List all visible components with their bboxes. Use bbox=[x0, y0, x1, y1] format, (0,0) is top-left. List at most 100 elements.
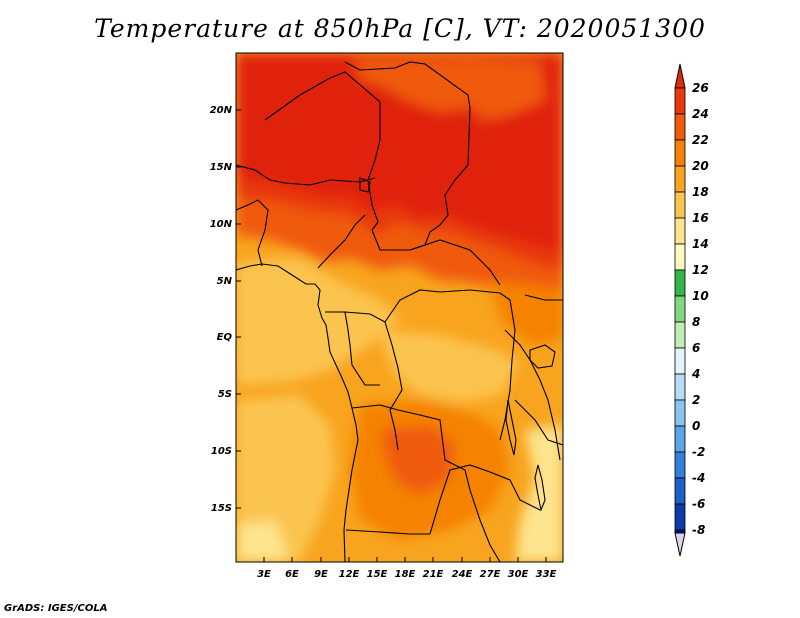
colorbar-label: 24 bbox=[692, 107, 709, 121]
lake-victoria bbox=[529, 344, 556, 369]
lake-tanganyika bbox=[505, 399, 517, 456]
lat-ticks bbox=[236, 109, 241, 509]
border-west bbox=[236, 199, 269, 267]
chart-title: Temperature at 850hPa [C], VT: 202005130… bbox=[94, 14, 706, 43]
border-chad-sudan bbox=[409, 164, 469, 251]
colorbar-label: 26 bbox=[692, 81, 709, 95]
lon-label: 3E bbox=[257, 569, 271, 580]
lon-label: 21E bbox=[423, 569, 444, 580]
lon-label: 24E bbox=[452, 569, 473, 580]
temperature-field bbox=[236, 53, 563, 562]
patch-22-north bbox=[355, 58, 472, 112]
colorbar-segment bbox=[674, 399, 686, 427]
colorbar-segment bbox=[674, 165, 686, 193]
colorbar-label: 4 bbox=[691, 367, 700, 381]
lon-label: 33E bbox=[536, 569, 557, 580]
colorbar-label: 12 bbox=[692, 263, 709, 277]
lon-labels: 3E 6E 9E 12E 15E 18E 21E 24E 27E 30E 33E bbox=[257, 569, 556, 580]
lon-label: 27E bbox=[480, 569, 501, 580]
lat-label: EQ bbox=[217, 332, 233, 343]
boundaries bbox=[236, 61, 563, 562]
band-17-central bbox=[380, 330, 520, 402]
border-nigeria-cameroon bbox=[317, 214, 366, 269]
colorbar-label: 8 bbox=[692, 315, 700, 329]
colorbar-segment bbox=[674, 295, 686, 323]
colorbar-label: 10 bbox=[692, 289, 709, 303]
colorbar bbox=[674, 63, 686, 557]
band-17 bbox=[236, 258, 400, 385]
colorbar-segment bbox=[674, 217, 686, 245]
colorbar-segment bbox=[674, 243, 686, 271]
colorbar-label: 16 bbox=[692, 211, 709, 225]
colorbar-label: 0 bbox=[692, 419, 700, 433]
colorbar-segment bbox=[674, 269, 686, 297]
lake-malawi bbox=[534, 464, 546, 512]
credit-text: GrADS: IGES/COLA bbox=[4, 603, 108, 614]
patch-22-ne bbox=[468, 58, 545, 120]
border-zambia bbox=[429, 464, 541, 535]
border-sahara-a bbox=[264, 71, 381, 121]
map-frame bbox=[235, 52, 564, 563]
lon-label: 12E bbox=[339, 569, 360, 580]
border-drc-north bbox=[384, 289, 511, 323]
border-car bbox=[371, 229, 501, 286]
colorbar-segment bbox=[674, 139, 686, 167]
lat-label: 5N bbox=[217, 276, 233, 287]
colorbar-segment bbox=[674, 113, 686, 141]
colorbar-label: -2 bbox=[692, 445, 705, 459]
lon-label: 18E bbox=[395, 569, 416, 580]
lat-label: 10N bbox=[210, 219, 233, 230]
colorbar-max-arrow bbox=[674, 63, 686, 89]
border-chad bbox=[367, 102, 381, 231]
border-kenya bbox=[524, 294, 563, 301]
colorbar-label: -8 bbox=[692, 523, 705, 537]
colorbar-label: -4 bbox=[692, 471, 705, 485]
lon-label: 9E bbox=[314, 569, 328, 580]
band-15-sw bbox=[236, 520, 290, 562]
lat-label: 20N bbox=[210, 105, 233, 116]
colorbar-segment bbox=[674, 503, 686, 531]
border-sahara-b bbox=[344, 61, 471, 166]
lon-label: 6E bbox=[285, 569, 299, 580]
border-nigeria-niger bbox=[236, 164, 376, 186]
coastline bbox=[236, 263, 359, 562]
band-22-south bbox=[380, 425, 455, 495]
colorbar-label: 2 bbox=[692, 393, 700, 407]
lat-label: 10S bbox=[211, 446, 232, 457]
colorbar-label: 18 bbox=[692, 185, 709, 199]
colorbar-segment bbox=[674, 321, 686, 349]
band-17-sw bbox=[236, 395, 335, 562]
colorbar-segment bbox=[674, 451, 686, 479]
border-angola bbox=[351, 404, 471, 491]
lat-labels: 20N 15N 10N 5N EQ 5S 10S 15S bbox=[210, 105, 233, 514]
colorbar-segment bbox=[674, 191, 686, 219]
band-21-ne bbox=[490, 280, 563, 345]
border-cameroon-south bbox=[325, 311, 386, 323]
colorbar-label: 20 bbox=[692, 159, 709, 173]
lat-label: 15N bbox=[210, 162, 233, 173]
lon-label: 30E bbox=[508, 569, 529, 580]
colorbar-segment bbox=[674, 347, 686, 375]
lon-label: 15E bbox=[367, 569, 388, 580]
lon-ticks bbox=[263, 557, 547, 562]
colorbar-segment bbox=[674, 425, 686, 453]
lake-chad bbox=[359, 177, 371, 193]
colorbar-label: 6 bbox=[692, 341, 700, 355]
border-congo bbox=[344, 311, 380, 386]
border-angola-south bbox=[345, 529, 430, 535]
colorbar-min-arrow bbox=[674, 532, 686, 557]
band-15-south bbox=[515, 425, 563, 562]
colorbar-segment bbox=[674, 477, 686, 505]
border-south-east bbox=[469, 489, 501, 562]
border-drc-east bbox=[499, 299, 516, 441]
colorbar-segment bbox=[674, 373, 686, 401]
lat-label: 5S bbox=[218, 389, 232, 400]
colorbar-segment bbox=[674, 87, 686, 115]
border-tanzania bbox=[514, 399, 563, 446]
colorbar-label: -6 bbox=[692, 497, 705, 511]
border-east-lakes bbox=[504, 329, 561, 461]
colorbar-labels: 26 24 22 20 18 16 14 12 10 8 6 4 2 0 -2 … bbox=[691, 81, 709, 537]
colorbar-label: 22 bbox=[692, 133, 709, 147]
lat-label: 15S bbox=[211, 503, 232, 514]
